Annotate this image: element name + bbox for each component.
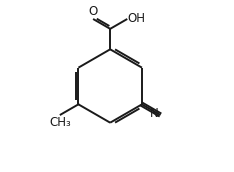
Text: CH₃: CH₃: [50, 116, 72, 129]
Text: OH: OH: [127, 12, 145, 25]
Text: N: N: [150, 107, 159, 120]
Text: O: O: [88, 5, 98, 18]
